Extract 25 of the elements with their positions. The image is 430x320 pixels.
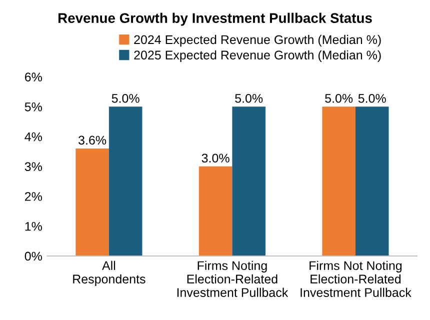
- data-label: 5.0%: [235, 94, 263, 103]
- bar: [355, 106, 389, 256]
- x-tick-label: Firms Noting Election-Related Investment Pullback: [177, 260, 288, 297]
- data-label: 5.0%: [358, 94, 386, 103]
- y-tick-label: 0%: [24, 252, 42, 261]
- bar: [322, 106, 356, 256]
- data-label: 5.0%: [112, 94, 140, 103]
- data-label: 3.6%: [78, 136, 106, 145]
- bar: [198, 166, 232, 256]
- x-tick-label: Firms Not Noting Election-Related Investment Pullback: [300, 260, 412, 297]
- chart-title: Revenue Growth by Investment Pullback Status: [58, 12, 372, 26]
- y-tick-label: 1%: [25, 222, 42, 231]
- legend-label: 2025 Expected Revenue Growth (Median %): [134, 50, 381, 62]
- bar: [232, 106, 266, 256]
- data-label: 3.0%: [202, 154, 230, 163]
- y-tick-label: 3%: [24, 162, 42, 172]
- bar: [76, 148, 109, 256]
- y-tick-label: 5%: [24, 102, 42, 112]
- bar: [108, 106, 142, 256]
- x-tick-label: All Respondents: [73, 260, 146, 286]
- legend-label: 2024 Expected Revenue Growth (Median %): [134, 34, 381, 47]
- y-tick-label: 6%: [25, 72, 42, 82]
- y-tick-label: 4%: [24, 132, 42, 142]
- data-label: 5.0%: [325, 94, 353, 103]
- y-tick-label: 2%: [25, 192, 42, 201]
